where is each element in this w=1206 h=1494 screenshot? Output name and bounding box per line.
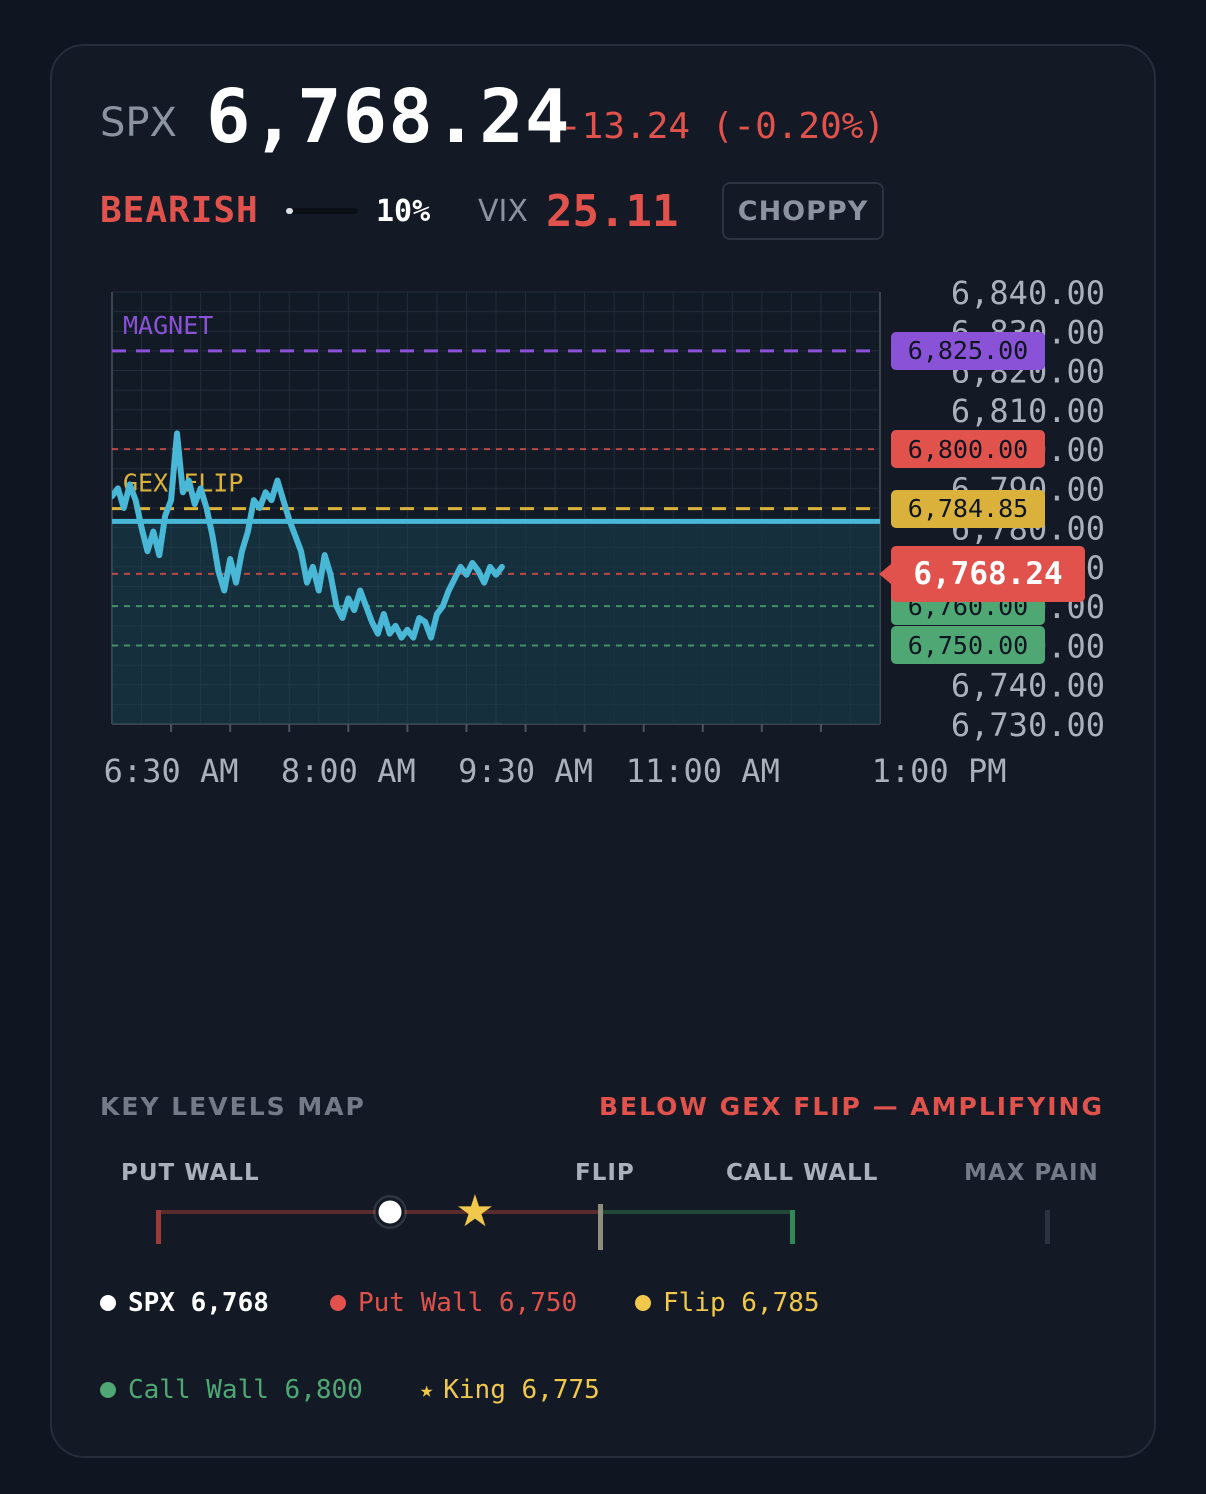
legend-call-wall-value: 6,800: [284, 1375, 363, 1405]
max-pain-marker-label: MAX PAIN: [964, 1160, 1099, 1186]
price-change: -13.24 (-0.20%): [560, 106, 886, 147]
call-wall-dot-icon: [100, 1382, 116, 1398]
legend-call-wall: Call Wall 6,800: [100, 1375, 363, 1405]
spx-position-dot: [375, 1197, 405, 1227]
magnet-label: MAGNET: [123, 311, 213, 340]
key-levels-status: BELOW GEX FLIP — AMPLIFYING: [598, 1092, 1104, 1121]
vix-label: VIX: [478, 194, 528, 229]
max-pain-tick: [1045, 1210, 1050, 1244]
bias-label: BEARISH: [100, 190, 259, 231]
key-levels-track: ★: [156, 1186, 1050, 1250]
key-levels-title: KEY LEVELS MAP: [100, 1092, 366, 1121]
y-tick-label: 6,810.00: [951, 392, 1105, 430]
current-price: 6,768.24: [206, 74, 571, 160]
legend-spx: SPX 6,768: [100, 1288, 269, 1318]
legend-put-wall: Put Wall 6,750: [330, 1288, 577, 1318]
future-area: [501, 521, 880, 724]
support-2-tag: 6,750.00: [891, 626, 1045, 665]
king-star-legend-icon: ★: [420, 1377, 434, 1403]
x-tick-label: 6:30 AM: [104, 752, 239, 790]
king-star-icon: ★: [455, 1186, 494, 1237]
x-tick-label: 11:00 AM: [626, 752, 780, 790]
legend-spx-label: SPX: [128, 1288, 175, 1318]
bullish-track: [600, 1210, 793, 1214]
put-wall-marker-label: PUT WALL: [121, 1160, 260, 1186]
x-tick-label: 8:00 AM: [281, 752, 416, 790]
gex-flip-tag: 6,784.85: [891, 489, 1045, 528]
x-axis-ticks: 6:30 AM 8:00 AM 9:30 AM 11:00 AM 1:00 PM: [104, 724, 1007, 790]
legend-king-value: 6,775: [521, 1375, 600, 1405]
legend-put-wall-value: 6,750: [498, 1288, 578, 1318]
legend-flip: Flip 6,785: [635, 1288, 820, 1318]
bias-strength-value: 10%: [376, 194, 431, 229]
flip-dot-icon: [635, 1295, 651, 1311]
legend-king-label: King: [443, 1375, 506, 1405]
y-tick-label: 6,840.00: [951, 274, 1105, 312]
legend-flip-label: Flip: [663, 1288, 726, 1318]
symbol-label: SPX: [100, 100, 177, 146]
bias-strength-bar: [286, 208, 358, 214]
regime-badge[interactable]: CHOPPY: [722, 182, 884, 240]
legend-put-wall-label: Put Wall: [358, 1288, 484, 1318]
last-price-tag: 6,768.24: [891, 545, 1085, 602]
vix-value: 25.11: [546, 186, 679, 237]
x-tick-label: 1:00 PM: [872, 752, 1007, 790]
legend-spx-value: 6,768: [190, 1288, 269, 1318]
call-wall-tick: [790, 1210, 795, 1244]
bias-strength-fill: [286, 208, 294, 214]
flip-tick: [598, 1204, 603, 1250]
call-wall-tag: 6,800.00: [891, 430, 1045, 469]
magnet-tag: 6,825.00: [891, 331, 1045, 370]
y-tick-label: 6,740.00: [951, 667, 1105, 705]
flip-marker-label: FLIP: [575, 1160, 635, 1186]
spx-dot-icon: [100, 1295, 116, 1311]
put-wall-tick: [156, 1210, 161, 1244]
legend-king: ★ King 6,775: [420, 1375, 600, 1405]
x-tick-label: 9:30 AM: [458, 752, 593, 790]
chart-area: [112, 521, 880, 724]
price-line: [112, 430, 505, 641]
call-wall-marker-label: CALL WALL: [726, 1160, 879, 1186]
y-tick-label: 6,730.00: [951, 706, 1105, 744]
legend-flip-value: 6,785: [741, 1288, 820, 1318]
price-series: [112, 430, 505, 641]
legend-call-wall-label: Call Wall: [128, 1375, 269, 1405]
last-price-pointer-icon: [879, 563, 891, 584]
put-wall-dot-icon: [330, 1295, 346, 1311]
